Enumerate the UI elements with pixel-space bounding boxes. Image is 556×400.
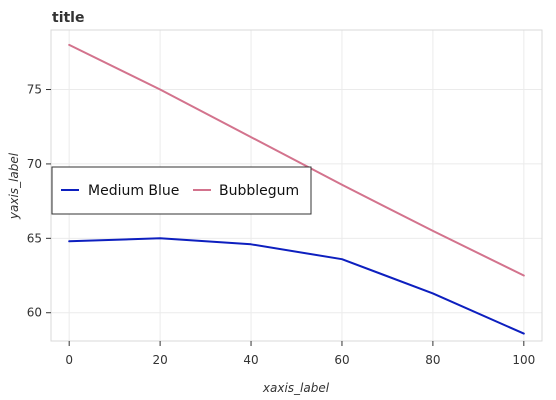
legend: Medium Blue Bubblegum: [51, 166, 312, 215]
x-tick-label: 20: [152, 353, 167, 367]
chart-title: title: [52, 10, 84, 26]
y-axis-title: yaxis_label: [7, 152, 21, 220]
legend-label-medium-blue: Medium Blue: [88, 183, 179, 199]
x-axis-title: xaxis_label: [262, 381, 330, 395]
x-tick-label: 0: [65, 353, 73, 367]
x-tick-label: 60: [334, 353, 349, 367]
legend-label-bubblegum: Bubblegum: [219, 183, 299, 199]
series-line-medium-blue: [68, 237, 525, 335]
series-lines: [68, 43, 525, 335]
y-axis: 60 65 70 75: [27, 83, 51, 320]
y-tick-label: 65: [27, 231, 42, 245]
x-axis: 0 20 40 60 80 100: [65, 341, 535, 367]
x-tick-label: 80: [425, 353, 440, 367]
plot-frame: [50, 29, 543, 342]
y-tick-label: 70: [27, 157, 42, 171]
series-line-bubblegum: [68, 43, 525, 277]
x-tick-label: 40: [243, 353, 258, 367]
legend-box: [51, 166, 312, 215]
y-tick-label: 60: [27, 306, 42, 320]
grid: [51, 30, 542, 341]
x-tick-label: 100: [512, 353, 535, 367]
y-tick-label: 75: [27, 83, 42, 97]
